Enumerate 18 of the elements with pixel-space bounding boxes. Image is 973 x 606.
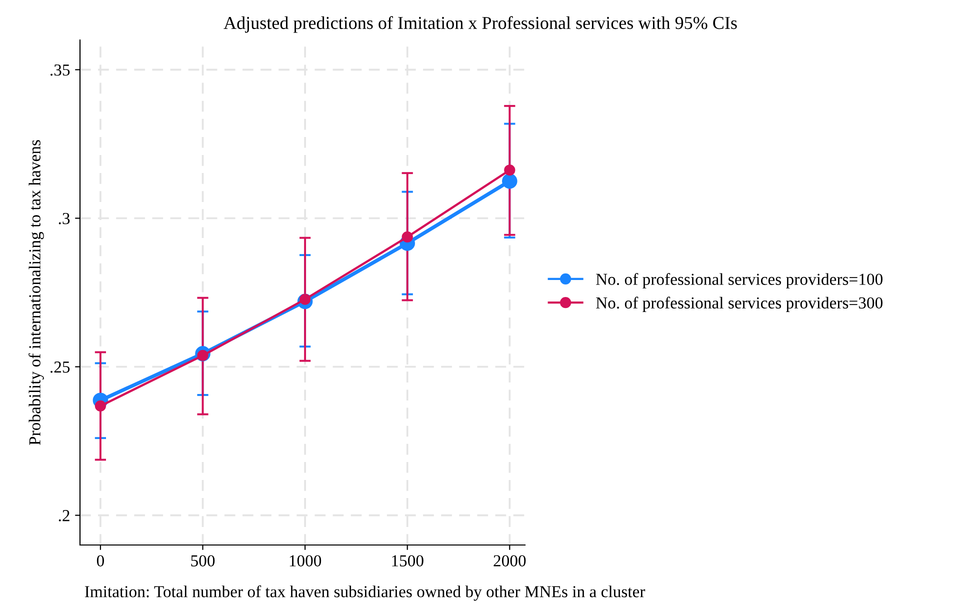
legend-label: No. of professional services providers=300: [596, 296, 883, 312]
chart-title: Adjusted predictions of Imitation x Professional services with 95% CIs: [224, 16, 737, 33]
x-tick-label: 0: [96, 555, 104, 566]
point: [504, 164, 516, 176]
y-tick-label: .35: [50, 64, 70, 76]
point: [94, 400, 106, 412]
y-axis-title: Probability of internationalizing to tax havens: [28, 140, 44, 445]
x-tick-label: 1500: [392, 555, 424, 566]
x-axis-title: Imitation: Total number of tax haven subsidiaries owned by other MNEs in a cluster: [84, 585, 646, 601]
y-tick-label: .25: [50, 362, 70, 373]
point: [402, 231, 413, 243]
point: [502, 173, 518, 189]
x-tick-label: 500: [191, 555, 215, 566]
y-tick-label: .3: [58, 212, 70, 224]
x-tick-label: 1000: [290, 555, 322, 566]
x-tick-label: 2000: [494, 555, 526, 566]
legend-label: No. of professional services providers=100: [596, 273, 883, 288]
y-tick-label: .2: [58, 510, 70, 522]
